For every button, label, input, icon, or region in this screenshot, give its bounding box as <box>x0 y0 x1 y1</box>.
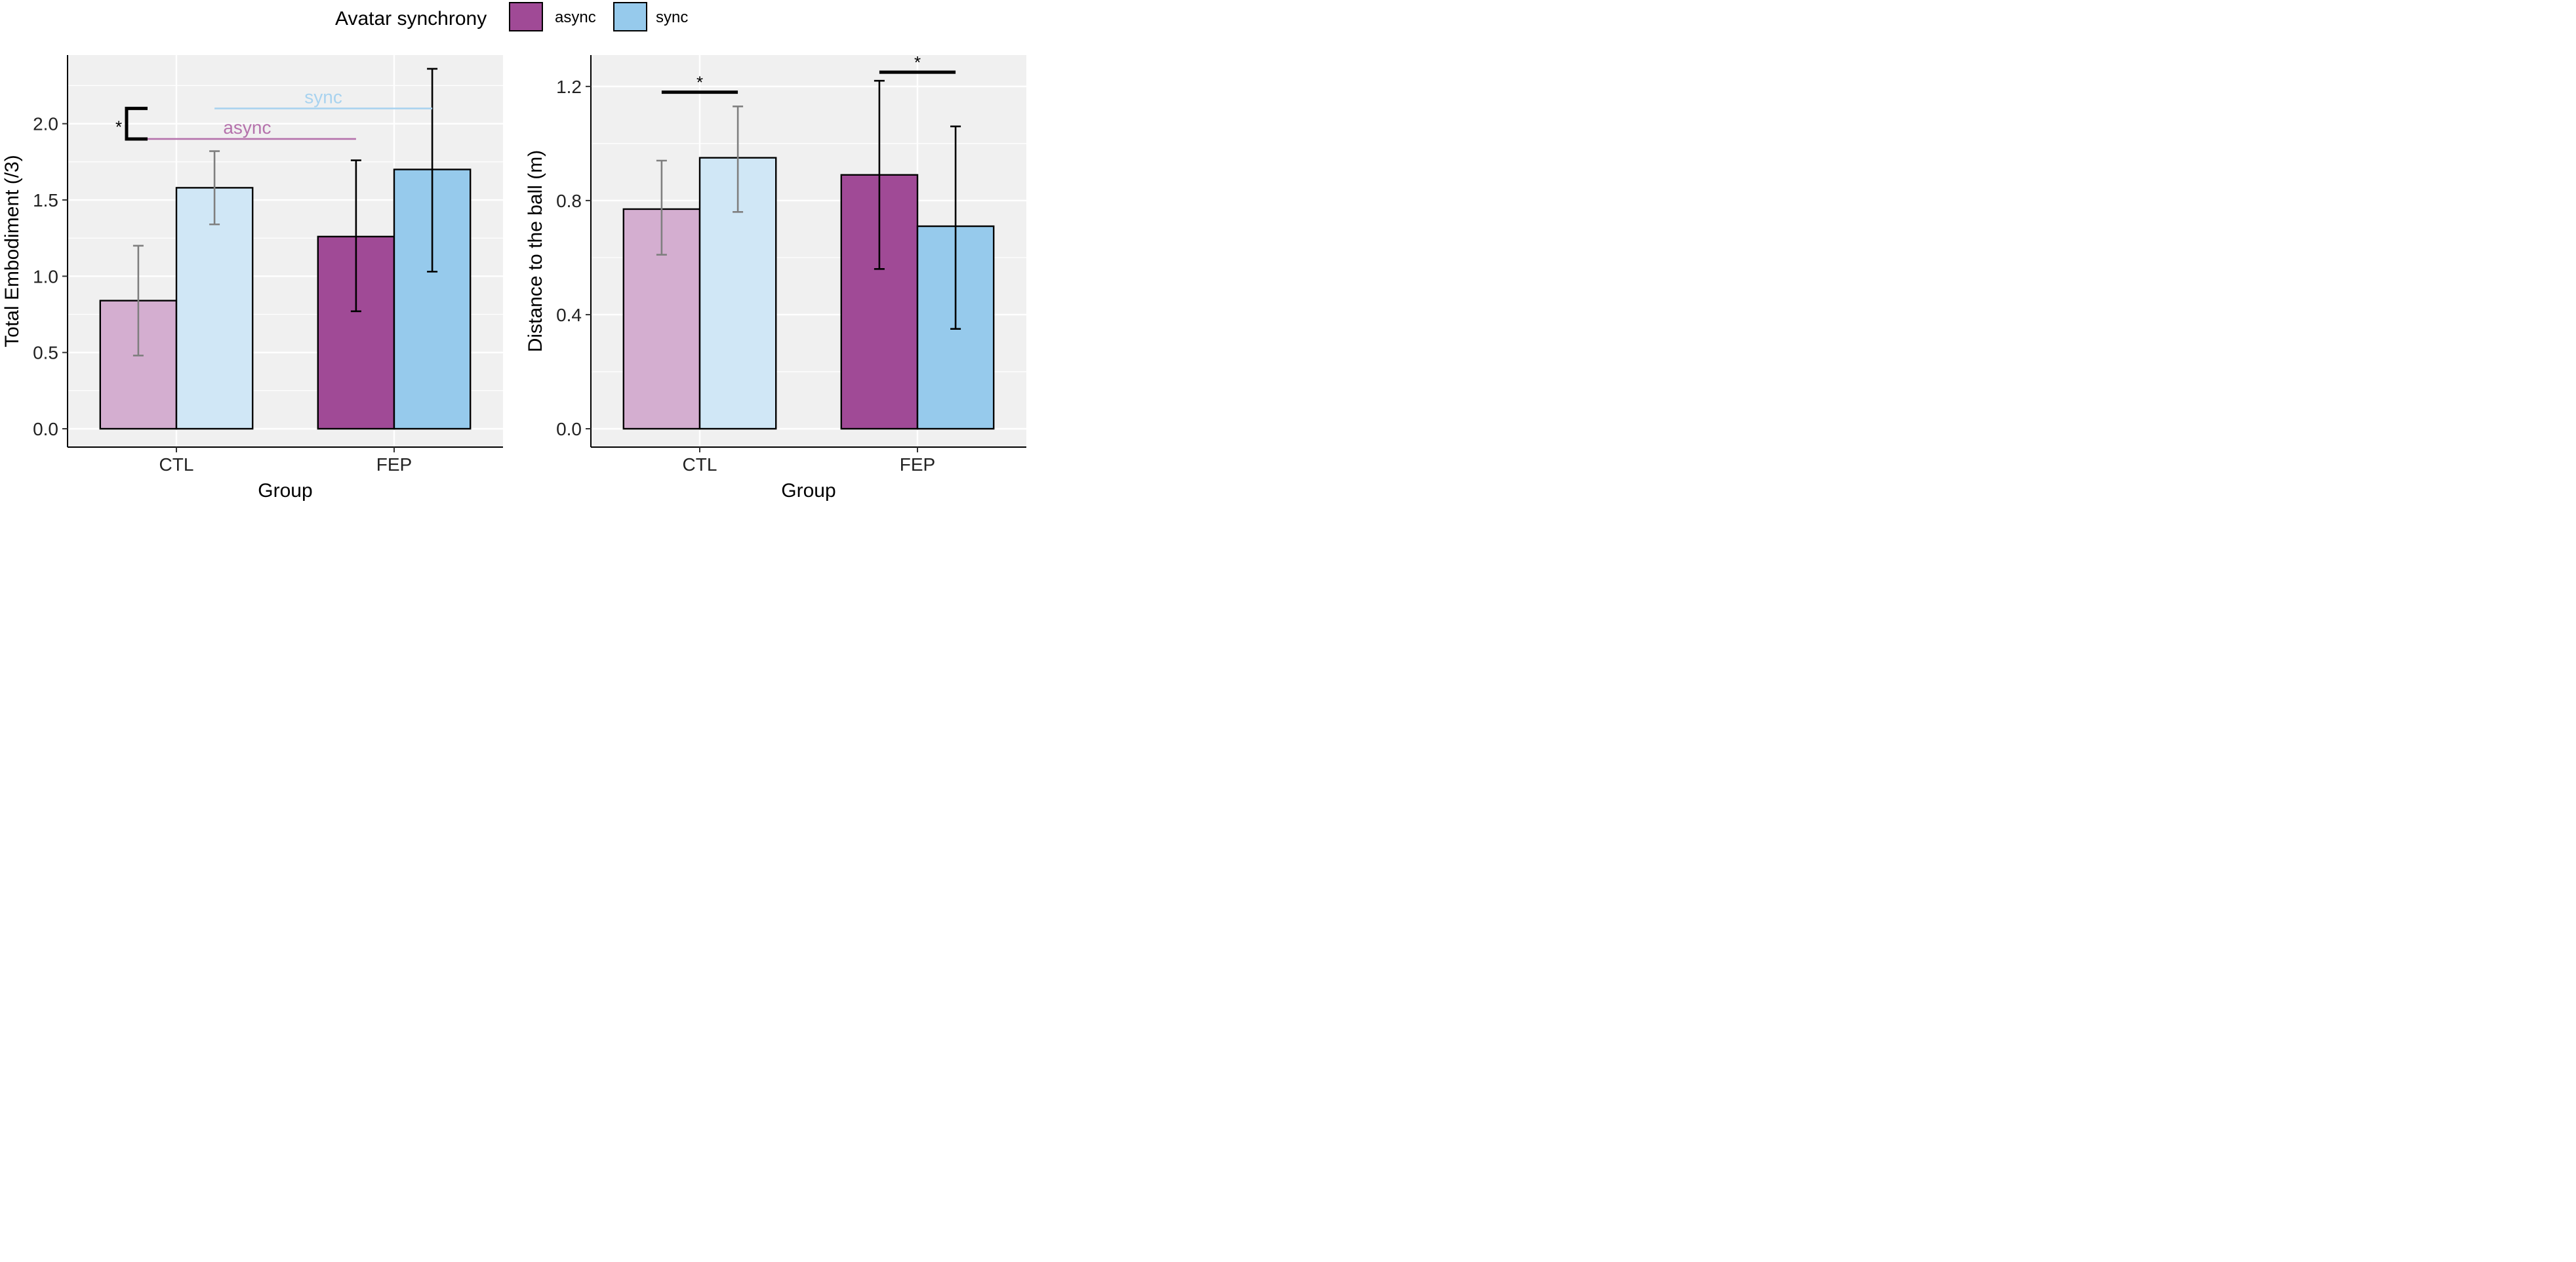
x-tick-label: CTL <box>683 454 717 475</box>
y-tick-label: 0.0 <box>33 419 58 439</box>
y-tick-label: 1.2 <box>556 77 582 97</box>
error-bars <box>656 79 961 330</box>
y-tick-label: 0.5 <box>33 343 58 363</box>
x-tick-label: FEP <box>900 454 935 475</box>
y-tick-label: 0.8 <box>556 191 582 211</box>
bar-sync-CTL <box>175 187 254 430</box>
y-tick-label: 1.0 <box>33 266 58 286</box>
legend-swatch-sync <box>613 2 647 31</box>
x-axis-title: Group <box>258 480 312 502</box>
x-tick-label: FEP <box>376 454 412 475</box>
y-tick-label: 1.5 <box>33 190 58 210</box>
legend: Avatar synchrony async sync <box>335 2 688 31</box>
y-tick-label: 0.4 <box>556 305 582 325</box>
y-axis-title: Total Embodiment (/3) <box>1 155 23 347</box>
comparison-label-sync: sync <box>304 87 342 107</box>
y-ticks: 0.0 0.4 0.8 1.2 <box>556 77 591 439</box>
y-tick-label: 2.0 <box>33 114 58 134</box>
x-axis-title: Group <box>781 480 835 502</box>
x-tick-label: CTL <box>159 454 194 475</box>
y-ticks: 0.0 0.5 1.0 1.5 2.0 <box>33 114 68 439</box>
annotations: ** <box>661 52 956 94</box>
significance-bracket <box>125 106 148 141</box>
comparison-label-async: async <box>223 117 271 138</box>
x-ticks: CTL FEP <box>159 447 412 475</box>
legend-swatch-async <box>509 2 543 31</box>
distance-chart: ** 0.00.40.81.2 CTL FEP Group Distance to… <box>525 52 1026 502</box>
y-axis-title: Distance to the ball (m) <box>525 150 546 352</box>
significance-star: * <box>115 117 122 137</box>
legend-label-sync: sync <box>656 9 688 26</box>
error-bars <box>132 68 438 357</box>
x-ticks: CTL FEP <box>683 447 935 475</box>
significance-star: * <box>696 73 703 92</box>
significance-star: * <box>914 52 921 72</box>
figure: Avatar synchrony async sync sync async * 0… <box>1 2 1026 502</box>
legend-title: Avatar synchrony <box>335 8 487 30</box>
legend-label-async: async <box>555 9 596 26</box>
bars <box>99 168 472 430</box>
y-tick-label: 0.0 <box>556 419 582 439</box>
annotations: sync async * <box>115 87 433 141</box>
